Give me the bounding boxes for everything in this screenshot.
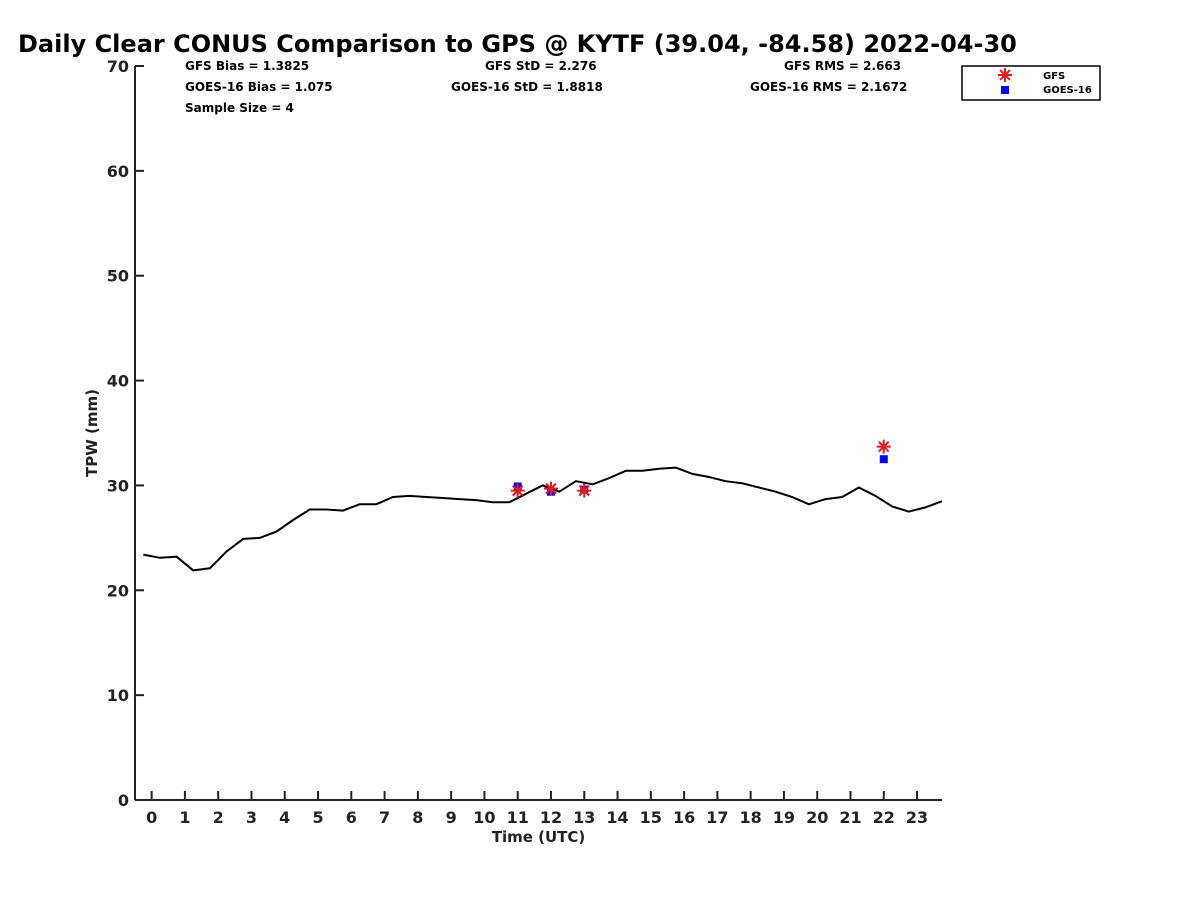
y-tick-label: 20 [107,581,129,600]
y-axis-label: TPW (mm) [83,389,101,477]
x-tick-label: 18 [740,808,762,827]
x-axis-label: Time (UTC) [492,828,586,846]
legend-box [961,65,1101,101]
x-tick-label: 19 [773,808,795,827]
y-tick-label: 60 [107,162,129,181]
x-tick-label: 22 [873,808,895,827]
goes-bias-stat: GOES-16 Bias = 1.075 [185,80,333,94]
x-tick-label: 16 [673,808,695,827]
x-tick-label: 9 [446,808,457,827]
gfs-bias-stat: GFS Bias = 1.3825 [185,59,310,73]
x-tick-label: 15 [640,808,662,827]
y-tick-label: 10 [107,686,129,705]
sample-size-stat: Sample Size = 4 [185,101,294,115]
goes16-point [879,455,888,464]
asterisk-stroke [545,482,557,495]
x-tick-label: 11 [507,808,529,827]
x-tick-label: 23 [906,808,928,827]
legend-gfs-label: GFS [1043,71,1065,82]
y-tick-label: 0 [118,791,129,810]
x-tick-label: 10 [473,808,495,827]
gfs-rms-stat: GFS RMS = 2.663 [784,59,902,73]
asterisk-stroke [878,440,890,453]
goes-rms-stat: GOES-16 RMS = 2.1672 [750,80,908,94]
x-tick-label: 6 [346,808,357,827]
x-tick-label: 8 [412,808,423,827]
chart-title: Daily Clear CONUS Comparison to GPS @ KY… [18,30,1017,58]
gfs-point [510,483,525,498]
x-tick-label: 14 [606,808,628,827]
x-tick-label: 13 [573,808,595,827]
x-tick-label: 0 [146,808,157,827]
asterisk-stroke [578,485,590,497]
x-tick-label: 21 [839,808,861,827]
gps-line-layer [143,466,943,572]
legend-goes-label: GOES-16 [1043,85,1092,96]
y-tick-label: 40 [107,372,129,391]
asterisk-stroke [999,69,1011,81]
legend-goes-marker [1001,86,1009,94]
legend: GFS GOES-16 [961,65,1101,101]
gfs-point [876,439,891,454]
x-tick-label: 1 [179,808,190,827]
x-tick-label: 12 [540,808,562,827]
gfs-point [543,481,558,496]
x-tick-label: 20 [806,808,828,827]
gfs-point [577,483,592,498]
x-tick-label: 17 [706,808,728,827]
x-tick-label: 7 [379,808,390,827]
asterisk-stroke [512,485,524,497]
y-tick-label: 30 [107,476,129,495]
legend-gfs-asterisk [998,68,1012,82]
x-tick-label: 5 [312,808,323,827]
goes-std-stat: GOES-16 StD = 1.8818 [451,80,603,94]
marks-layer [510,439,891,498]
gps-tpw-line [143,466,943,572]
x-tick-label: 2 [213,808,224,827]
y-tick-label: 70 [107,57,129,76]
y-tick-label: 50 [107,267,129,286]
x-tick-label: 3 [246,808,257,827]
x-tick-label: 4 [279,808,290,827]
gfs-std-stat: GFS StD = 2.276 [485,59,597,73]
legend-gfs-marker [998,68,1012,82]
